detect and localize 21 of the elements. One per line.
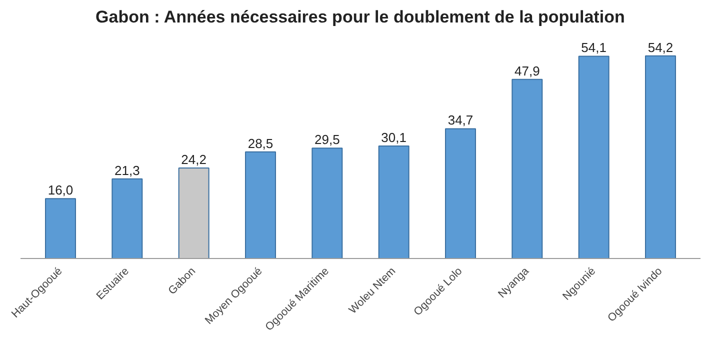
data-label: 54,1 xyxy=(581,40,606,56)
data-label: 24,2 xyxy=(181,152,206,168)
bar xyxy=(645,55,676,258)
data-label: 29,5 xyxy=(314,132,340,148)
chart-title: Gabon : Années nécessaires pour le doublement de la population xyxy=(96,8,625,26)
data-label: 34,7 xyxy=(448,112,474,128)
bar xyxy=(312,148,343,258)
data-label: 47,9 xyxy=(514,63,540,78)
data-label: 30,1 xyxy=(381,130,406,145)
bar xyxy=(112,178,143,258)
bar xyxy=(245,151,276,258)
bar xyxy=(512,78,543,258)
bar xyxy=(578,56,610,258)
bar xyxy=(45,198,76,258)
bar xyxy=(378,145,410,258)
bar xyxy=(178,168,210,258)
data-label: 21,3 xyxy=(114,162,140,178)
data-label: 16,0 xyxy=(48,182,74,198)
data-label: 28,5 xyxy=(248,136,274,151)
bar xyxy=(445,128,476,258)
data-label: 54,2 xyxy=(648,40,674,55)
